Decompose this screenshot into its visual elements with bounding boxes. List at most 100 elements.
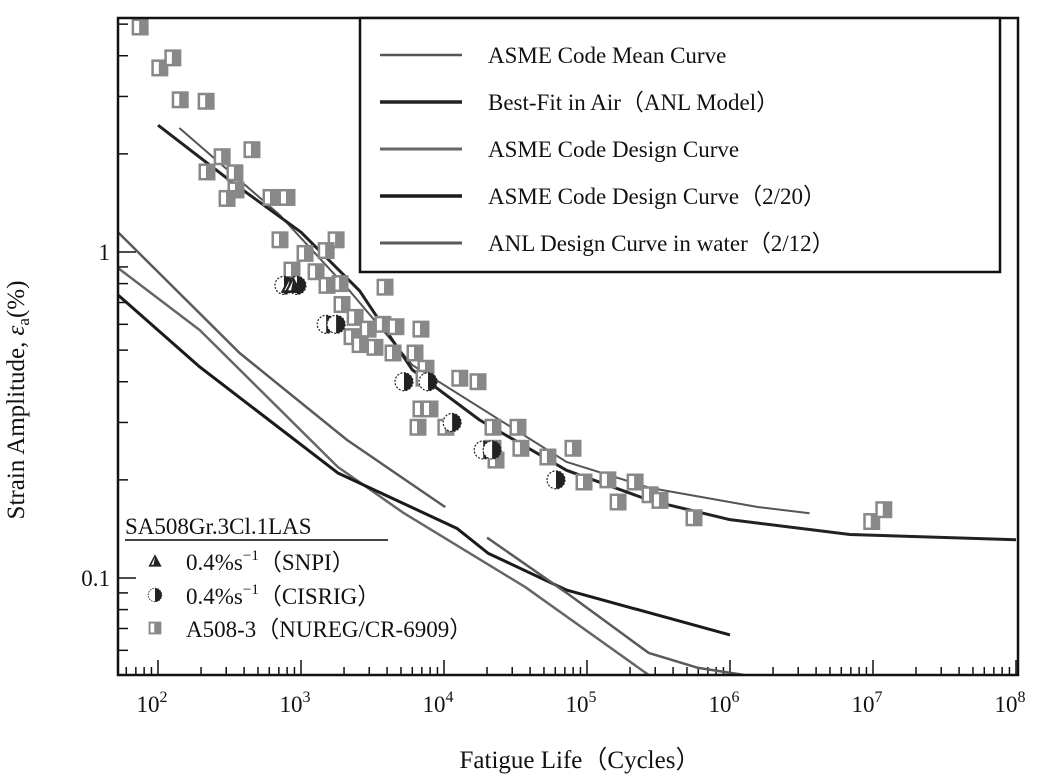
square-marker-white-half — [566, 442, 572, 455]
square-marker-white-half — [412, 421, 418, 434]
half-square-data-point — [171, 91, 189, 109]
square-marker-white-half — [216, 150, 222, 163]
square-marker-white-half — [414, 323, 420, 336]
x-tick-label: 108 — [995, 689, 1026, 717]
square-marker-white-half — [486, 421, 492, 434]
y-axis-label-unit: (%) — [3, 281, 30, 318]
x-tick-base: 10 — [423, 692, 446, 717]
x-tick-label: 103 — [280, 689, 311, 717]
half-square-data-point — [366, 338, 384, 356]
x-tick-exp: 8 — [1018, 689, 1026, 706]
x-tick-base: 10 — [280, 692, 303, 717]
half-square-data-point — [509, 418, 527, 436]
legend-half-circle-icon — [147, 587, 163, 603]
x-tick-label: 107 — [852, 689, 883, 717]
half-circle-data-point — [326, 314, 346, 334]
half-square-data-point — [226, 164, 244, 182]
half-circle-data-point — [482, 440, 502, 460]
half-square-data-point — [412, 320, 430, 338]
half-square-data-point — [484, 418, 502, 436]
square-marker-white-half — [346, 330, 352, 343]
half-square-data-point — [575, 473, 593, 491]
legend-marker-icon — [148, 621, 162, 635]
best-fit-air-curve-line — [157, 123, 1017, 542]
square-marker-white-half — [578, 476, 584, 489]
square-marker-white-half — [865, 515, 871, 528]
half-circle-marker-fill — [428, 372, 438, 391]
square-marker-white-half — [330, 233, 336, 246]
square-marker-white-half — [335, 298, 341, 311]
square-marker-white-half — [389, 320, 395, 333]
half-circle-marker-fill — [155, 588, 162, 602]
half-square-data-point — [218, 189, 236, 207]
legend-marker-label: 0.4%s−1（CISRIG） — [186, 582, 380, 609]
square-marker-white-half — [387, 346, 393, 359]
square-marker-white-half — [654, 494, 660, 507]
half-square-data-point — [875, 501, 893, 519]
square-marker-white-half — [877, 503, 883, 516]
square-marker-white-half — [321, 279, 327, 292]
marker-legend-title: SA508Gr.3Cl.1LAS — [125, 514, 312, 539]
anl-water-design-curve-line — [117, 231, 446, 509]
x-tick-labels: 102 103 104 105 106 107 108 — [137, 689, 1026, 717]
square-marker-white-half — [285, 264, 291, 277]
x-tick-base: 10 — [709, 692, 732, 717]
half-square-data-point — [198, 163, 216, 181]
curves — [117, 123, 1017, 677]
legend-marker-label: 0.4%s−1（SNPI） — [186, 548, 355, 575]
half-square-data-point — [317, 242, 335, 260]
square-marker-white-half — [511, 421, 517, 434]
square-marker-white-half — [174, 93, 180, 106]
half-square-data-point — [512, 439, 530, 457]
x-tick-base: 10 — [995, 692, 1018, 717]
half-square-data-point — [197, 92, 215, 110]
triangle-marker-highlight — [288, 280, 294, 291]
half-square-data-point — [351, 336, 369, 354]
triangle-marker-highlight — [284, 280, 290, 291]
half-square-data-point — [564, 439, 582, 457]
half-square-data-point — [359, 320, 377, 338]
x-tick-base: 10 — [852, 692, 875, 717]
x-tick-exp: 3 — [303, 689, 311, 706]
half-square-data-point — [333, 296, 351, 314]
y-axis-label-sub: a — [14, 318, 33, 326]
x-tick-base: 10 — [566, 692, 589, 717]
square-marker-white-half — [414, 402, 420, 415]
legend-marker-label-main: 0.4%s — [186, 584, 243, 609]
square-marker-white-half — [629, 476, 635, 489]
square-marker-white-half — [320, 244, 326, 257]
half-circle-data-point — [546, 470, 566, 490]
half-square-data-point — [296, 244, 314, 262]
square-marker-white-half — [228, 166, 234, 179]
square-marker-white-half — [362, 323, 368, 336]
half-square-data-point — [376, 278, 394, 296]
square-marker-white-half — [489, 454, 495, 467]
legend-label-mean-curve: ASME Code Mean Curve — [488, 43, 726, 68]
legend-marker-label: A508-3（NUREG/CR-6909） — [186, 617, 472, 642]
half-circle-marker-fill — [336, 315, 346, 334]
half-square-data-point — [469, 373, 487, 391]
legend-label-design-curve: ASME Code Design Curve — [488, 137, 739, 162]
square-marker-white-half — [354, 338, 360, 351]
marker-legend: SA508Gr.3Cl.1LAS 0.4%s−1（SNPI） 0.4%s−1（CI… — [125, 514, 472, 642]
half-circle-marker-fill — [452, 413, 462, 432]
y-axis-label: Strain Amplitude, εa(%) — [3, 281, 33, 520]
half-square-data-point — [406, 344, 424, 362]
half-square-data-point — [409, 418, 427, 436]
square-marker-white-half — [280, 191, 286, 204]
half-square-data-point — [318, 276, 336, 294]
half-square-data-point — [307, 263, 325, 281]
square-marker-white-half — [153, 61, 159, 74]
legend-marker-label-sup: −1 — [243, 582, 259, 598]
x-tick-label: 104 — [423, 689, 454, 717]
square-marker-white-half — [409, 346, 415, 359]
half-square-data-point — [278, 188, 296, 206]
half-square-data-point — [421, 400, 439, 418]
half-square-data-point — [243, 141, 261, 159]
legend-label-design-curve-2-20: ASME Code Design Curve（2/20） — [488, 184, 826, 209]
y-tick-label: 1 — [99, 240, 111, 265]
data-points — [131, 18, 893, 531]
half-circle-marker-fill — [555, 470, 565, 489]
half-square-data-point — [131, 18, 149, 36]
x-tick-exp: 2 — [160, 689, 168, 706]
